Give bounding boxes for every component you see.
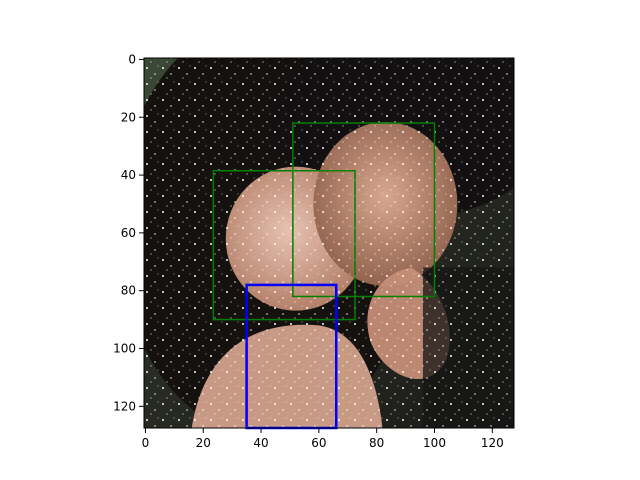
green-box-2 — [212, 169, 356, 321]
x-tick-label: 60 — [311, 436, 326, 450]
axes-frame — [143, 57, 515, 429]
y-axis: 0 20 40 60 80 100 120 — [113, 52, 144, 413]
y-tick-label: 20 — [121, 110, 136, 124]
y-tick-label: 60 — [121, 226, 136, 240]
green-box-1 — [292, 122, 436, 298]
x-tick-label: 100 — [423, 436, 446, 450]
y-tick-label: 40 — [121, 168, 136, 182]
x-tick-label: 40 — [253, 436, 268, 450]
x-tick-label: 20 — [196, 436, 211, 450]
y-tick-label: 80 — [121, 284, 136, 298]
x-tick-label: 120 — [481, 436, 504, 450]
y-tick-label: 100 — [113, 342, 136, 356]
x-tick-label: 0 — [142, 436, 150, 450]
embedded-photo — [144, 58, 514, 428]
x-axis: 0 20 40 60 80 100 120 — [142, 428, 504, 450]
y-tick-label: 120 — [113, 399, 136, 413]
x-tick-label: 80 — [369, 436, 384, 450]
y-tick-label: 0 — [128, 52, 136, 66]
